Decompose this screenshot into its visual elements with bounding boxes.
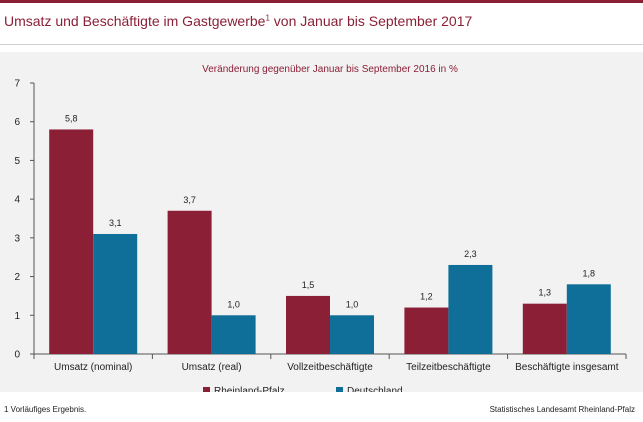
data-label: 1,2	[420, 292, 433, 302]
x-tick-label: Umsatz (nominal)	[54, 362, 132, 373]
data-label: 2,3	[464, 249, 477, 259]
bar-rlp	[286, 295, 330, 354]
y-tick-label: 6	[14, 117, 20, 128]
bar-de	[566, 284, 611, 354]
legend-label: Deutschland	[347, 386, 403, 392]
x-tick-label: Vollzeitbeschäftigte	[287, 362, 373, 373]
bar-de	[93, 233, 138, 354]
legend-swatch	[336, 387, 343, 392]
legend-label: Rheinland-Pfalz	[214, 386, 285, 392]
y-tick-label: 4	[14, 195, 20, 206]
title-main: Umsatz und Beschäftigte im Gastgewerbe	[4, 13, 266, 29]
title-divider	[0, 44, 643, 45]
data-label: 1,0	[346, 299, 359, 309]
data-label: 1,3	[539, 288, 552, 298]
x-tick-label: Beschäftigte insgesamt	[515, 362, 619, 373]
bar-rlp	[522, 303, 567, 354]
data-label: 1,5	[302, 280, 315, 290]
y-tick-label: 2	[14, 272, 20, 283]
bar-rlp	[404, 307, 449, 354]
bar-chart: Veränderung gegenüber Januar bis Septemb…	[14, 64, 627, 392]
footnote: 1 Vorläufiges Ergebnis.	[4, 405, 87, 414]
data-label: 1,8	[583, 268, 596, 278]
top-rule	[0, 0, 643, 3]
chart-title: Umsatz und Beschäftigte im Gastgewerbe1 …	[4, 13, 472, 29]
bar-de	[211, 315, 256, 354]
bar-rlp	[167, 210, 212, 354]
y-tick-label: 0	[14, 350, 20, 361]
data-label: 1,0	[227, 299, 240, 309]
y-tick-label: 7	[14, 79, 20, 90]
x-tick-label: Teilzeitbeschäftigte	[406, 362, 491, 373]
bar-rlp	[49, 129, 94, 354]
x-tick-label: Umsatz (real)	[182, 362, 242, 373]
source-note: Statistisches Landesamt Rheinland-Pfalz	[489, 405, 635, 414]
title-footnote-marker: 1	[265, 13, 270, 23]
data-label: 5,8	[65, 113, 78, 123]
title-tail: von Januar bis September 2017	[269, 13, 473, 29]
bar-de	[330, 315, 374, 354]
data-label: 3,7	[183, 195, 196, 205]
data-label: 3,1	[109, 218, 122, 228]
y-tick-label: 3	[14, 233, 20, 244]
bar-de	[448, 264, 493, 354]
legend-swatch	[203, 387, 210, 392]
chart-subtitle: Veränderung gegenüber Januar bis Septemb…	[202, 64, 458, 75]
y-tick-label: 5	[14, 156, 20, 167]
y-tick-label: 1	[14, 311, 20, 322]
